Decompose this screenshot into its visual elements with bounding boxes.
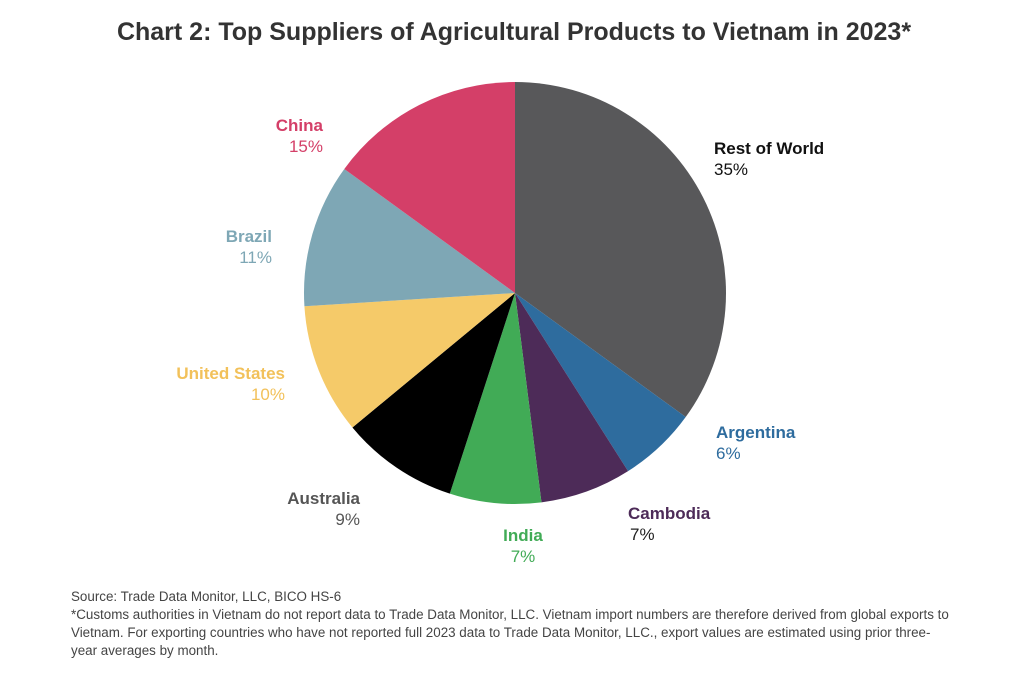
pie-slice-china (344, 82, 515, 293)
slice-value-india: 7% (511, 547, 536, 566)
slice-label-cambodia: Cambodia (628, 504, 711, 523)
slice-value-argentina: 6% (716, 444, 741, 463)
pie-chart: Rest of World 35% Argentina 6% Cambodia 7% Ind… (176, 82, 824, 566)
slice-label-china: China (276, 116, 324, 135)
chart-notes: Source: Trade Data Monitor, LLC, BICO HS… (71, 588, 951, 660)
pie-slices (304, 82, 726, 504)
slice-label-argentina: Argentina (716, 423, 796, 442)
slice-label-australia: Australia (287, 489, 360, 508)
slice-value-brazil: 11% (239, 248, 272, 267)
footnote: *Customs authorities in Vietnam do not r… (71, 607, 949, 658)
slice-value-united-states: 10% (251, 385, 285, 404)
slice-label-rest-of-world: Rest of World (714, 139, 824, 158)
slice-value-rest-of-world: 35% (714, 160, 748, 179)
slice-label-brazil: Brazil (226, 227, 272, 246)
slice-label-united-states: United States (176, 364, 285, 383)
slice-value-china: 15% (289, 137, 323, 156)
pie-slice-united-states (304, 293, 515, 428)
pie-slice-rest-of-world (515, 82, 726, 418)
pie-slice-argentina (515, 293, 686, 472)
pie-slice-cambodia (515, 293, 629, 503)
source-note: Source: Trade Data Monitor, LLC, BICO HS… (71, 589, 342, 604)
slice-value-cambodia: 7% (630, 525, 655, 544)
pie-slice-australia (352, 293, 515, 494)
pie-slice-brazil (304, 168, 515, 307)
pie-slice-india (449, 293, 542, 504)
pie-labels: Rest of World 35% Argentina 6% Cambodia 7% Ind… (176, 116, 824, 566)
slice-label-india: India (503, 526, 543, 545)
slice-value-australia: 9% (335, 510, 360, 529)
chart-title: Chart 2: Top Suppliers of Agricultural P… (116, 18, 912, 46)
